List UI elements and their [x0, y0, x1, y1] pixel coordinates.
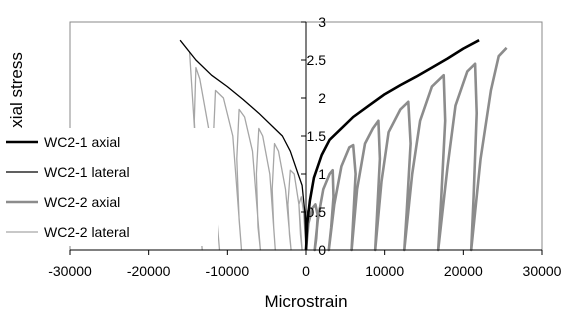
y-tick-label: 2.5 — [307, 52, 327, 68]
series-line-0 — [304, 39, 480, 251]
legend-box — [2, 128, 218, 246]
series-line-2 — [304, 46, 508, 252]
x-tick-label: 20000 — [444, 263, 483, 279]
y-tick-label: 1.5 — [307, 128, 327, 144]
legend-label: WC2-1 lateral — [44, 164, 130, 180]
x-tick-label: 0 — [302, 263, 310, 279]
y-tick-label: 1 — [318, 166, 326, 182]
y-tick-label: 2 — [318, 90, 326, 106]
y-tick-label: 3 — [318, 14, 326, 30]
legend-label: WC2-2 axial — [44, 194, 120, 210]
y-tick-label: 0.5 — [307, 204, 327, 220]
legend-label: WC2-2 lateral — [44, 224, 130, 240]
x-tick-label: -20000 — [127, 263, 171, 279]
x-axis-title: Microstrain — [264, 292, 347, 311]
legend: WC2-1 axial WC2-1 lateral WC2-2 axial WC2-2… — [2, 128, 218, 246]
y-tick-label: 0 — [318, 242, 326, 258]
x-tick-label: 10000 — [365, 263, 404, 279]
x-tick-label: 30000 — [523, 263, 562, 279]
x-tick-label: -10000 — [206, 263, 250, 279]
series-line-1 — [179, 39, 307, 251]
x-tick-label: -30000 — [48, 263, 92, 279]
y-ticks: 0 0.5 1 1.5 2 2.5 3 — [301, 14, 326, 258]
x-ticks: -30000 -20000 -10000 0 10000 20000 30000 — [48, 250, 562, 279]
legend-label: WC2-1 axial — [44, 134, 120, 150]
